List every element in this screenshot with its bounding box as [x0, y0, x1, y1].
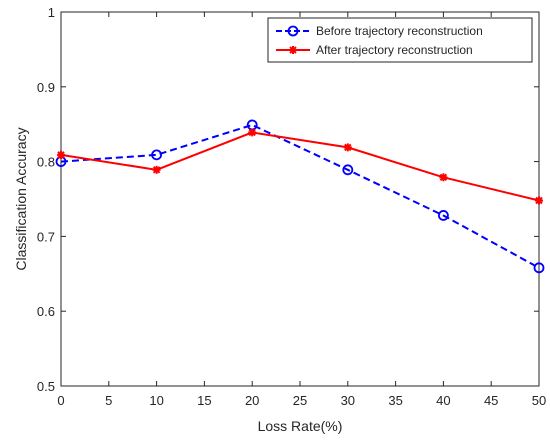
- data-point: [152, 165, 161, 174]
- legend-box: [267, 17, 533, 63]
- data-point: [437, 210, 449, 221]
- legend-item: Before trajectory reconstruction: [276, 24, 483, 38]
- plot-area: [60, 11, 540, 387]
- y-axis-label: Classification Accuracy: [13, 127, 29, 270]
- x-tick-label: 30: [341, 393, 355, 408]
- legend-swatch-marker: [289, 46, 297, 54]
- data-point: [151, 149, 163, 161]
- y-axis-ticks: 0.5 0.6 0.7 0.8 0.9 1: [37, 5, 539, 394]
- y-tick-label: 0.7: [37, 229, 55, 244]
- y-tick-label: 0.8: [37, 155, 55, 170]
- x-tick-label: 15: [197, 393, 211, 408]
- data-point: [343, 143, 352, 152]
- data-point: [533, 262, 545, 274]
- legend: Before trajectory reconstruction After tr…: [267, 17, 533, 63]
- x-tick-label: 0: [57, 393, 64, 408]
- legend-swatch-marker: [287, 25, 299, 37]
- x-tick-label: 20: [245, 393, 259, 408]
- series-line: [60, 131, 540, 202]
- x-tick-label: 25: [293, 393, 307, 408]
- legend-item: After trajectory reconstruction: [276, 43, 473, 57]
- data-point: [248, 128, 257, 137]
- legend-label: Before trajectory reconstruction: [316, 24, 483, 38]
- series-after: [57, 128, 543, 205]
- series-layer: [55, 119, 545, 274]
- x-axis-label: Loss Rate(%): [258, 418, 343, 434]
- y-tick-label: 0.5: [37, 379, 55, 394]
- y-tick-label: 1: [48, 5, 55, 20]
- x-tick-label: 50: [532, 393, 546, 408]
- x-tick-label: 40: [436, 393, 450, 408]
- data-point: [57, 150, 65, 159]
- x-axis-ticks: 0 5 10 15 20 25 30 35 40 45 50: [57, 12, 546, 408]
- x-tick-label: 5: [105, 393, 112, 408]
- y-tick-label: 0.6: [37, 304, 55, 319]
- data-point: [342, 164, 354, 176]
- x-tick-label: 10: [149, 393, 163, 408]
- y-tick-label: 0.9: [37, 80, 55, 95]
- x-tick-label: 45: [484, 393, 498, 408]
- legend-label: After trajectory reconstruction: [316, 43, 473, 57]
- x-tick-label: 35: [388, 393, 402, 408]
- series-line: [60, 123, 540, 269]
- data-point: [439, 173, 448, 182]
- data-point: [535, 196, 543, 205]
